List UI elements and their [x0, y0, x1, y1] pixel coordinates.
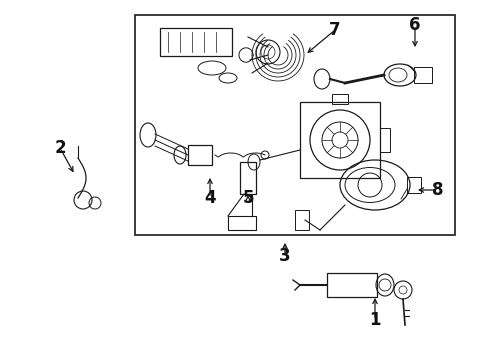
Text: 7: 7: [329, 21, 341, 39]
Bar: [160, 28, 232, 56]
Bar: [332, 94, 348, 104]
Bar: [228, 216, 256, 230]
Text: 1: 1: [369, 311, 381, 329]
Text: 2: 2: [54, 139, 66, 157]
Bar: [188, 145, 212, 165]
Bar: [135, 15, 455, 235]
Text: 4: 4: [204, 189, 216, 207]
Bar: [240, 162, 256, 194]
Text: 8: 8: [432, 181, 444, 199]
Text: 6: 6: [409, 16, 421, 34]
Text: 5: 5: [242, 189, 254, 207]
Bar: [380, 128, 390, 152]
Bar: [327, 273, 377, 297]
Bar: [300, 102, 380, 178]
Bar: [295, 210, 309, 230]
Bar: [414, 67, 432, 83]
Text: 3: 3: [279, 247, 291, 265]
Bar: [407, 177, 421, 193]
